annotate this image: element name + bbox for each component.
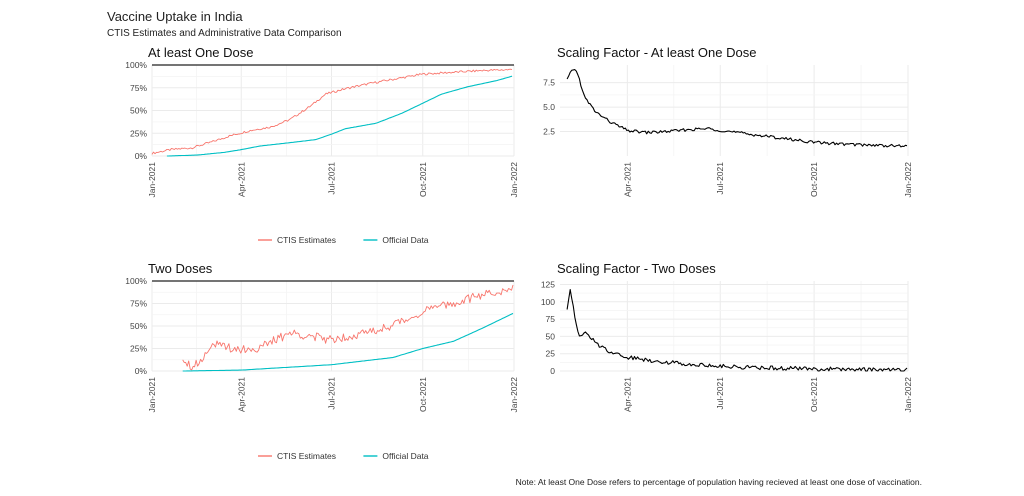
- y-tick-label: 50: [546, 331, 556, 341]
- y-tick-label: 75%: [130, 299, 147, 309]
- x-tick-label: Jan-2021: [147, 162, 157, 198]
- y-tick-label: 0%: [135, 151, 148, 161]
- x-tick-label: Jul-2021: [715, 377, 725, 410]
- x-tick-label: Apr-2021: [236, 377, 246, 412]
- y-tick-label: 100%: [125, 60, 147, 70]
- chart-scaling-factor-one-dose: Scaling Factor - At least One Dose 2.5 5.0…: [543, 45, 913, 197]
- x-tick-label: Jul-2021: [327, 162, 337, 195]
- legend-item: CTIS Estimates: [258, 451, 336, 461]
- y-tick-label: 5.0: [543, 102, 555, 112]
- chart-title: Two Doses: [148, 261, 213, 276]
- x-tick-label: Jul-2021: [715, 162, 725, 195]
- footnote: Note: At least One Dose refers to percen…: [515, 477, 922, 487]
- scaling-factor-line: [566, 289, 908, 372]
- y-tick-label: 50%: [130, 106, 147, 116]
- figure-subtitle: CTIS Estimates and Administrative Data C…: [107, 28, 342, 39]
- x-tick-label: Apr-2021: [622, 377, 632, 412]
- chart-two-doses: Two Doses 0% 25% 50% 75% 100% Jan-2021 Apr-2021…: [125, 261, 519, 461]
- x-tick-label: Oct-2021: [418, 377, 428, 412]
- chart-title: Scaling Factor - Two Doses: [557, 261, 716, 276]
- chart-title: At least One Dose: [148, 45, 254, 60]
- chart-scaling-factor-two-doses: Scaling Factor - Two Doses 0 25 50 75 100 125 A…: [541, 261, 913, 412]
- x-tick-label: Apr-2021: [622, 162, 632, 197]
- y-tick-label: 75: [546, 314, 556, 324]
- series-line-official-data: [166, 75, 513, 157]
- x-tick-label: Oct-2021: [418, 162, 428, 197]
- series-line-official-data: [182, 312, 514, 372]
- y-tick-label: 50%: [130, 321, 147, 331]
- legend-label: Official Data: [382, 451, 428, 461]
- x-tick-label: Jan-2022: [509, 162, 519, 198]
- y-tick-label: 25: [546, 349, 556, 359]
- y-tick-label: 100: [541, 297, 555, 307]
- y-tick-label: 2.5: [543, 127, 555, 137]
- chart-title: Scaling Factor - At least One Dose: [557, 45, 756, 60]
- x-tick-label: Apr-2021: [236, 162, 246, 197]
- x-tick-label: Oct-2021: [809, 377, 819, 412]
- legend-item: Official Data: [363, 235, 429, 245]
- legend-item: Official Data: [363, 451, 429, 461]
- x-tick-label: Jan-2022: [509, 377, 519, 413]
- series-line-ctis-estimates: [182, 284, 514, 371]
- x-tick-label: Oct-2021: [809, 162, 819, 197]
- legend-label: Official Data: [382, 235, 428, 245]
- x-tick-label: Jan-2022: [903, 377, 913, 413]
- y-tick-label: 0: [550, 366, 555, 376]
- y-tick-label: 0%: [135, 366, 148, 376]
- legend-item: CTIS Estimates: [258, 235, 336, 245]
- y-tick-label: 100%: [125, 276, 147, 286]
- legend-label: CTIS Estimates: [277, 451, 336, 461]
- x-tick-label: Jan-2021: [147, 377, 157, 413]
- chart-at-least-one-dose: At least One Dose 0% 25% 50% 75% 100% Jan-2021…: [125, 45, 519, 245]
- legend-label: CTIS Estimates: [277, 235, 336, 245]
- y-tick-label: 75%: [130, 83, 147, 93]
- series-line-ctis-estimates: [151, 68, 513, 155]
- y-tick-label: 7.5: [543, 78, 555, 88]
- y-tick-label: 125: [541, 279, 555, 289]
- figure-title: Vaccine Uptake in India: [107, 9, 243, 24]
- x-tick-label: Jan-2022: [903, 162, 913, 198]
- scaling-factor-line: [566, 69, 908, 148]
- x-tick-label: Jul-2021: [327, 377, 337, 410]
- y-tick-label: 25%: [130, 128, 147, 138]
- y-tick-label: 25%: [130, 344, 147, 354]
